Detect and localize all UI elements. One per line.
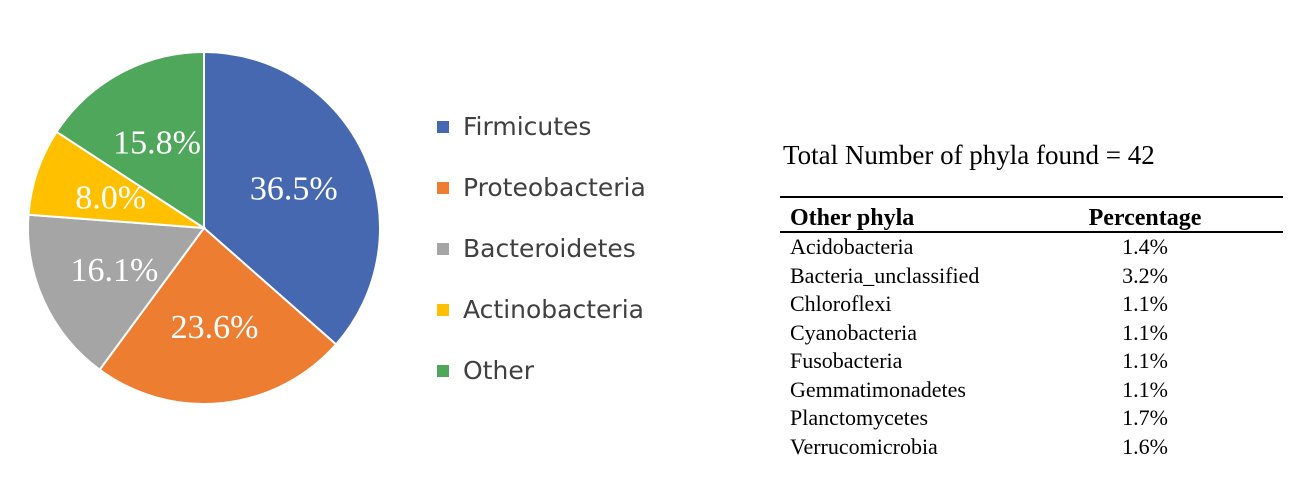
legend-item: Other xyxy=(437,340,646,401)
phylum-name: Bacteria_unclassified xyxy=(790,262,980,288)
phylum-name: Fusobacteria xyxy=(790,348,903,374)
table-row: Bacteria_unclassified 3.2% xyxy=(780,262,1283,291)
phylum-percentage: 3.2% xyxy=(1122,262,1168,288)
data-label: 16.1% xyxy=(71,252,159,289)
phylum-percentage: 1.6% xyxy=(1122,433,1168,459)
phylum-percentage: 1.1% xyxy=(1122,376,1168,402)
legend-swatch xyxy=(437,242,449,255)
phylum-name: Verrucomicrobia xyxy=(790,433,938,459)
phylum-percentage: 1.1% xyxy=(1122,291,1168,317)
legend-item: Actinobacteria xyxy=(437,279,646,340)
table-row: Verrucomicrobia 1.6% xyxy=(780,433,1283,462)
table-row: Cyanobacteria 1.1% xyxy=(780,319,1283,348)
data-label: 8.0% xyxy=(75,179,146,216)
phylum-percentage: 1.1% xyxy=(1122,348,1168,374)
pie-chart: 36.5% 23.6% 16.1% 8.0% 15.8% xyxy=(27,50,381,405)
table-row: Chloroflexi 1.1% xyxy=(780,290,1283,319)
data-label: 23.6% xyxy=(171,309,259,346)
legend-item: Firmicutes xyxy=(437,96,646,157)
legend-item: Proteobacteria xyxy=(437,157,646,218)
pie-slice-proteobacteria xyxy=(98,226,338,405)
phylum-name: Chloroflexi xyxy=(790,291,892,317)
phylum-name: Cyanobacteria xyxy=(790,319,918,345)
legend-swatch xyxy=(437,120,449,133)
pie-slice-firmicutes xyxy=(203,50,381,346)
table-row: Fusobacteria 1.1% xyxy=(780,347,1283,376)
legend-item: Bacteroidetes xyxy=(437,218,646,279)
header-phyla: Other phyla xyxy=(790,205,915,231)
header-percentage: Percentage xyxy=(1088,205,1202,231)
table-header: Other phyla Percentage xyxy=(780,198,1283,233)
legend-swatch xyxy=(437,303,449,316)
phylum-name: Acidobacteria xyxy=(790,234,914,260)
legend-label: Firmicutes xyxy=(463,112,592,141)
pie-slice-bacteroidetes xyxy=(27,213,206,372)
phylum-name: Gemmatimonadetes xyxy=(790,376,966,402)
data-label: 36.5% xyxy=(250,170,338,207)
legend-swatch xyxy=(437,181,449,194)
legend-swatch xyxy=(437,364,449,377)
phylum-percentage: 1.1% xyxy=(1122,319,1168,345)
phylum-percentage: 1.4% xyxy=(1122,234,1168,260)
legend-label: Actinobacteria xyxy=(463,295,644,324)
phylum-name: Planctomycetes xyxy=(790,405,929,431)
legend: Firmicutes Proteobacteria Bacteroidetes Act… xyxy=(437,96,646,401)
data-label: 15.8% xyxy=(113,124,201,161)
divider xyxy=(780,196,1283,198)
other-phyla-table: Other phyla Percentage Acidobacteria 1.4%… xyxy=(780,196,1283,461)
table-row: Acidobacteria 1.4% xyxy=(780,233,1283,262)
legend-label: Other xyxy=(463,356,534,385)
pie-slice-other xyxy=(55,50,205,230)
phylum-percentage: 1.7% xyxy=(1122,405,1168,431)
table-row: Planctomycetes 1.7% xyxy=(780,404,1283,433)
legend-label: Bacteroidetes xyxy=(463,234,636,263)
pie-slice-actinobacteria xyxy=(27,130,205,229)
legend-label: Proteobacteria xyxy=(463,173,646,202)
table-row: Gemmatimonadetes 1.1% xyxy=(780,376,1283,405)
table-title: Total Number of phyla found = 42 xyxy=(783,140,1155,170)
